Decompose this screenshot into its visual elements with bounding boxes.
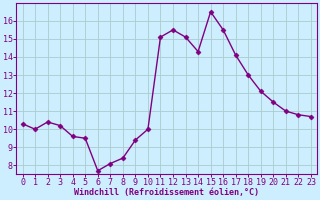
X-axis label: Windchill (Refroidissement éolien,°C): Windchill (Refroidissement éolien,°C) xyxy=(74,188,259,197)
